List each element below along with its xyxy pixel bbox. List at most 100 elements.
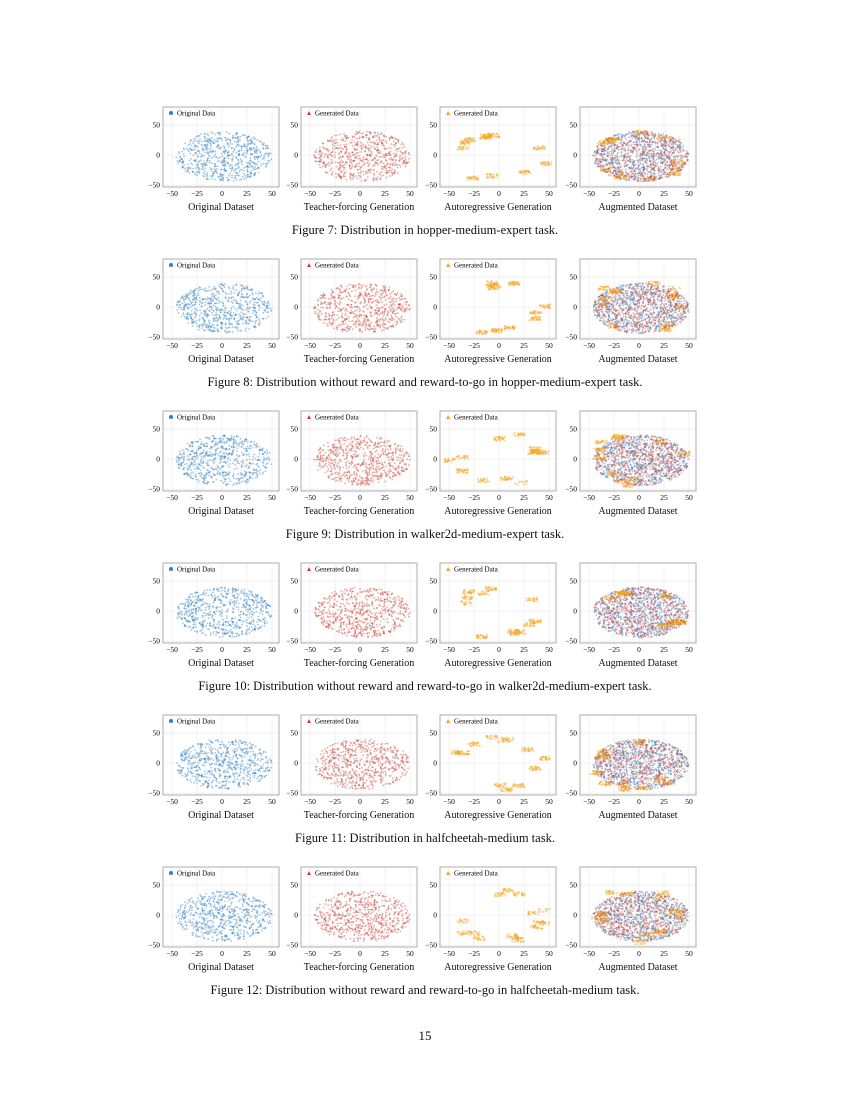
- data-point-original: [262, 162, 265, 165]
- data-point-teacher: [391, 319, 393, 322]
- data-point-autoregressive: [601, 170, 604, 173]
- data-point-original: [267, 152, 270, 155]
- data-point-autoregressive: [651, 178, 654, 181]
- data-point-original: [210, 131, 213, 134]
- data-point-teacher: [373, 147, 376, 150]
- data-point-original: [232, 150, 235, 153]
- data-point-original: [649, 152, 652, 155]
- data-point-autoregressive: [464, 137, 467, 140]
- data-point-original: [193, 140, 196, 143]
- data-point-original: [182, 161, 185, 164]
- data-point-teacher: [593, 151, 596, 154]
- data-point-autoregressive: [494, 284, 497, 286]
- data-point-teacher: [650, 155, 653, 158]
- data-point-autoregressive: [658, 136, 660, 139]
- data-point-teacher: [673, 161, 675, 164]
- data-point-original: [258, 298, 261, 301]
- data-point-original: [618, 167, 621, 170]
- data-point-original: [228, 154, 231, 157]
- data-point-autoregressive: [606, 143, 608, 146]
- data-point-autoregressive: [461, 143, 463, 145]
- data-point-original: [641, 180, 644, 183]
- data-point-original: [632, 174, 635, 177]
- data-point-autoregressive: [610, 171, 613, 174]
- data-point-teacher: [378, 173, 381, 176]
- data-point-original: [246, 288, 249, 291]
- data-point-teacher: [665, 153, 667, 156]
- data-point-autoregressive: [675, 170, 678, 173]
- data-point-autoregressive: [661, 138, 664, 141]
- data-point-original: [189, 306, 192, 309]
- data-point-teacher: [653, 172, 656, 175]
- data-point-original: [621, 144, 624, 147]
- data-point-teacher: [394, 145, 396, 148]
- data-point-teacher: [653, 166, 656, 169]
- data-point-original: [652, 178, 655, 180]
- data-point-teacher: [331, 322, 334, 325]
- data-point-original: [177, 162, 179, 165]
- data-point-original: [214, 293, 217, 296]
- data-point-teacher: [629, 170, 632, 173]
- data-point-original: [219, 132, 222, 134]
- data-point-autoregressive: [487, 136, 489, 139]
- data-point-teacher: [353, 147, 356, 150]
- data-point-teacher: [383, 156, 386, 158]
- data-point-original: [246, 148, 249, 151]
- data-point-teacher: [620, 165, 622, 168]
- data-point-autoregressive: [508, 283, 510, 286]
- data-point-autoregressive: [492, 175, 495, 178]
- data-point-autoregressive: [603, 169, 605, 172]
- data-point-autoregressive: [491, 133, 493, 136]
- data-point-autoregressive: [680, 160, 683, 162]
- data-point-original: [632, 161, 635, 164]
- data-point-original: [213, 141, 216, 144]
- data-point-original: [246, 149, 249, 152]
- data-point-original: [601, 144, 604, 147]
- data-point-teacher: [682, 161, 685, 164]
- data-point-original: [250, 147, 252, 150]
- data-point-autoregressive: [658, 136, 660, 139]
- data-point-original: [604, 158, 607, 160]
- data-point-autoregressive: [469, 139, 472, 141]
- data-point-original: [251, 288, 253, 291]
- data-point-teacher: [386, 162, 389, 165]
- data-point-original: [613, 166, 616, 169]
- data-point-original: [235, 168, 237, 170]
- data-point-teacher: [341, 312, 344, 315]
- data-point-teacher: [357, 157, 360, 160]
- data-point-original: [249, 143, 252, 145]
- data-point-teacher: [325, 303, 328, 306]
- data-point-autoregressive: [545, 164, 548, 167]
- data-point-original: [661, 176, 664, 179]
- data-point-original: [219, 179, 222, 182]
- data-point-autoregressive: [482, 134, 485, 137]
- data-point-autoregressive: [508, 283, 511, 286]
- data-point-original: [205, 326, 207, 328]
- data-point-teacher: [685, 156, 688, 159]
- data-point-original: [212, 298, 214, 301]
- data-point-original: [606, 147, 609, 150]
- data-point-teacher: [677, 146, 679, 149]
- data-point-original: [603, 153, 605, 156]
- data-point-autoregressive: [477, 178, 479, 181]
- data-point-original: [241, 293, 244, 296]
- data-point-original: [206, 313, 209, 316]
- data-point-original: [184, 303, 187, 306]
- data-point-teacher: [317, 315, 320, 317]
- data-point-original: [639, 158, 641, 161]
- data-point-original: [205, 290, 208, 292]
- data-point-teacher: [393, 292, 396, 295]
- data-point-original: [238, 161, 241, 164]
- data-point-teacher: [657, 174, 660, 177]
- data-point-autoregressive: [608, 140, 610, 142]
- data-point-teacher: [344, 175, 347, 178]
- data-point-original: [231, 326, 234, 329]
- data-point-original: [596, 150, 599, 153]
- data-point-original: [248, 139, 251, 142]
- data-point-teacher: [388, 158, 391, 160]
- data-point-autoregressive: [602, 142, 605, 145]
- data-point-teacher: [366, 158, 369, 161]
- data-point-autoregressive: [678, 139, 681, 141]
- data-point-autoregressive: [542, 160, 545, 163]
